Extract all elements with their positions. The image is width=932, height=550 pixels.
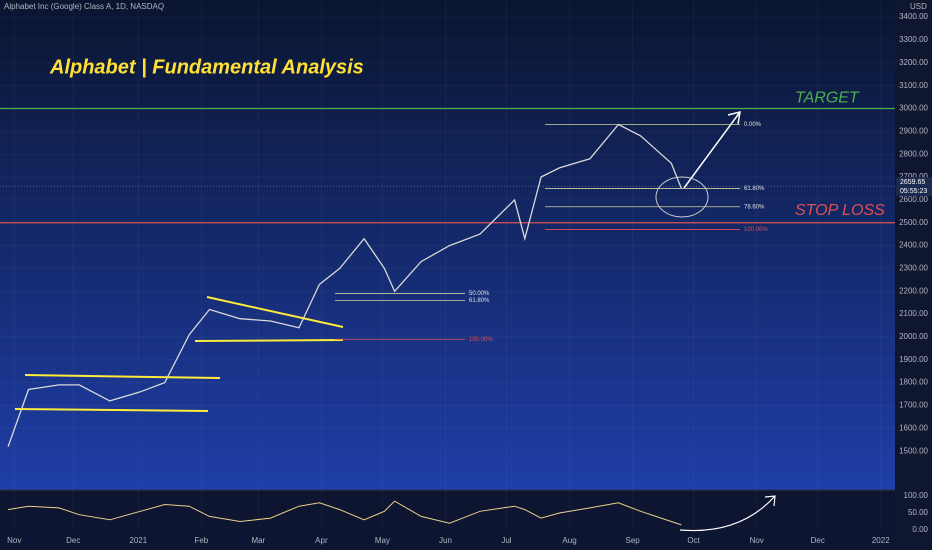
x-tick-label: Feb bbox=[194, 536, 208, 545]
x-tick-label: Oct bbox=[687, 536, 700, 545]
x-tick-label: May bbox=[375, 536, 390, 545]
y-tick-label: 2900.00 bbox=[899, 126, 928, 135]
y-tick-label: 2700.00 bbox=[899, 172, 928, 181]
y-tick-label: 3000.00 bbox=[899, 104, 928, 113]
oscillator-line bbox=[8, 500, 682, 526]
chart-title: Alphabet | Fundamental Analysis bbox=[49, 56, 364, 78]
price-line bbox=[7, 123, 683, 447]
osc-tick-label: 100.00 bbox=[904, 491, 929, 500]
level-label: STOP LOSS bbox=[795, 202, 885, 219]
y-tick-label: 3200.00 bbox=[899, 58, 928, 67]
last-price-box bbox=[896, 177, 932, 197]
y-tick-label: 2800.00 bbox=[899, 149, 928, 158]
x-tick-label: Sep bbox=[625, 536, 640, 545]
x-tick-label: Mar bbox=[251, 536, 265, 545]
x-tick-label: Nov bbox=[750, 536, 764, 545]
y-tick-label: 1500.00 bbox=[899, 446, 928, 455]
countdown: 05:55:23 bbox=[900, 188, 927, 195]
x-tick-label: Jun bbox=[439, 536, 452, 545]
x-tick-label: Dec bbox=[66, 536, 80, 545]
osc-tick-label: 0.00 bbox=[912, 525, 928, 534]
fib-label: 61.80% bbox=[744, 186, 765, 192]
y-tick-label: 2600.00 bbox=[899, 195, 928, 204]
y-tick-label: 2000.00 bbox=[899, 332, 928, 341]
y-tick-label: 2100.00 bbox=[899, 309, 928, 318]
symbol: Alphabet Inc (Google) Class A, 1D, NASDA… bbox=[4, 2, 164, 11]
y-tick-label: 3300.00 bbox=[899, 35, 928, 44]
y-tick-label: 2400.00 bbox=[899, 241, 928, 250]
x-tick-label: 2021 bbox=[129, 536, 147, 545]
level-label: TARGET bbox=[795, 90, 860, 107]
y-tick-label: 1900.00 bbox=[899, 355, 928, 364]
x-tick-label: Dec bbox=[811, 536, 825, 545]
fib-label: 78.60% bbox=[744, 204, 765, 210]
y-tick-label: 2300.00 bbox=[899, 264, 928, 273]
oscillator-background bbox=[0, 490, 895, 532]
y-tick-label: 1700.00 bbox=[899, 401, 928, 410]
fib-label: 0.00% bbox=[744, 122, 762, 128]
y-tick-label: 1600.00 bbox=[899, 423, 928, 432]
last-price: 2659.65 bbox=[900, 179, 925, 186]
y-tick-label: 1800.00 bbox=[899, 378, 928, 387]
x-tick-label: Apr bbox=[315, 536, 328, 545]
annotations bbox=[14, 110, 776, 532]
fib-label: 50.00% bbox=[469, 291, 490, 297]
fib-label: 100.00% bbox=[469, 337, 493, 343]
fib-label: 100.00% bbox=[744, 227, 768, 233]
price-axis bbox=[895, 0, 932, 550]
plot-background bbox=[0, 0, 895, 490]
y-tick-label: 3100.00 bbox=[899, 81, 928, 90]
y-tick-label: 2200.00 bbox=[899, 286, 928, 295]
x-tick-label: Nov bbox=[7, 536, 21, 545]
x-tick-label: Aug bbox=[562, 536, 576, 545]
osc-tick-label: 50.00 bbox=[908, 508, 929, 517]
x-tick-label: 2022 bbox=[872, 536, 890, 545]
y-tick-label: 2500.00 bbox=[899, 218, 928, 227]
fib-label: 61.80% bbox=[469, 298, 490, 304]
x-tick-label: Jul bbox=[501, 536, 511, 545]
y-tick-label: 3400.00 bbox=[899, 12, 928, 21]
currency: USD bbox=[910, 2, 927, 11]
